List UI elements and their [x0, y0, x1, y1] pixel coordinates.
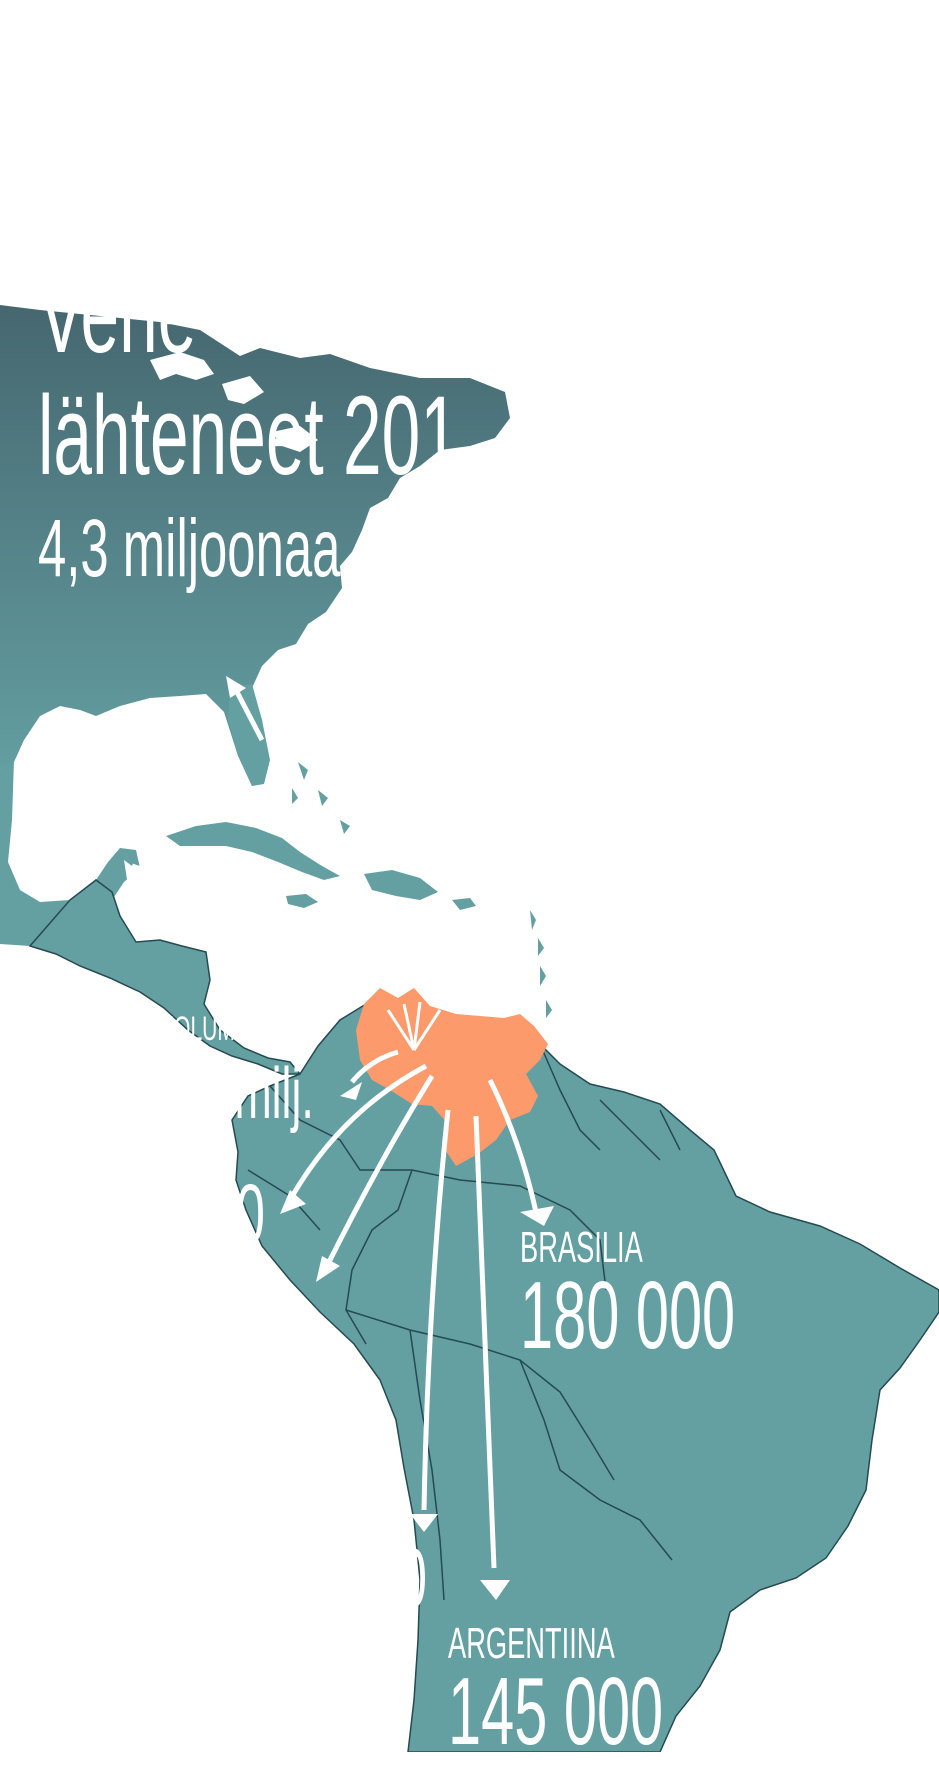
colombia-name: KOLUMBIA: [160, 1010, 269, 1048]
title-line-1: Vene: [38, 251, 197, 376]
origin-rays: [386, 1001, 442, 1051]
cuba: [166, 822, 340, 880]
lesser-antilles: [530, 910, 552, 1018]
arrow-to-mexico: [131, 863, 151, 875]
title-line-2: lähteneet 201: [38, 373, 459, 498]
arrow-to-brazil: [487, 1078, 539, 1213]
subtitle: 4,3 miljoonaa: [38, 503, 341, 594]
chile-value-partial: 0: [398, 1531, 427, 1625]
brazil-name: BRASILIA: [520, 1223, 643, 1272]
arrow-to-colombia: [350, 1049, 399, 1084]
argentina-value: 145 000: [448, 1658, 664, 1765]
arrow-to-chile: [421, 1109, 451, 1511]
argentina-name: ARGENTIINA: [448, 1619, 615, 1668]
ecuador-value-partial: 0: [236, 1167, 265, 1261]
colombia-value: 1,1 milj.: [160, 1054, 314, 1134]
north-america-landmass: [0, 305, 510, 786]
peru-value-partial: 00: [290, 1325, 348, 1419]
arrow-to-argentina: [473, 1115, 497, 1569]
arrowheads: [124, 676, 554, 1600]
jamaica: [286, 894, 318, 908]
hispaniola: [364, 870, 438, 900]
migration-arrows: [131, 688, 539, 1569]
puerto-rico: [452, 898, 476, 910]
arrow-to-peru: [323, 1074, 435, 1270]
central-america: [28, 879, 302, 1075]
bahamas: [292, 762, 350, 834]
florida: [228, 684, 270, 786]
great-lakes: [150, 352, 318, 452]
arrow-to-usa: [233, 688, 265, 742]
arrow-to-ecuador: [287, 1063, 428, 1202]
brazil-value: 180 000: [520, 1262, 736, 1369]
